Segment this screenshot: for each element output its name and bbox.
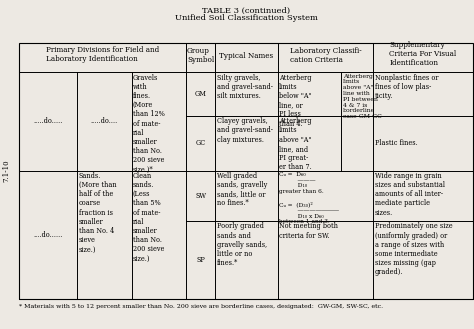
Text: Cᵤ =  D₆₀
          ―――
          D₁₀
greater than 6.

Cᵤ =  (D₃₀)²
          ――: Cᵤ = D₆₀ ――― D₁₀ greater than 6. Cᵤ = (D…	[279, 172, 339, 224]
Text: Laboratory Classifi-
cation Criteria: Laboratory Classifi- cation Criteria	[290, 47, 361, 64]
Text: Unified Soil Classification System: Unified Soil Classification System	[174, 14, 318, 22]
Text: Atterberg
limits
above "A"
line, and
PI great-
er than 7.: Atterberg limits above "A" line, and PI …	[279, 117, 312, 171]
Text: SW: SW	[195, 192, 206, 200]
Text: Atterberg
limits
below "A"
line, or
PI less
than 4.: Atterberg limits below "A" line, or PI l…	[279, 74, 312, 128]
Text: Primary Divisions for Field and
Laboratory Identification: Primary Divisions for Field and Laborato…	[46, 46, 159, 63]
Text: Poorly graded
sands and
gravelly sands,
little or no
fines.*: Poorly graded sands and gravelly sands, …	[217, 222, 267, 267]
Text: Not meeting both
criteria for SW.: Not meeting both criteria for SW.	[279, 222, 338, 240]
Text: * Materials with 5 to 12 percent smaller than No. 200 sieve are borderline cases: * Materials with 5 to 12 percent smaller…	[19, 304, 383, 309]
Text: Nonplastic fines or
fines of low plas-
ticity.: Nonplastic fines or fines of low plas- t…	[375, 74, 438, 100]
Text: Clayey gravels,
and gravel-sand-
clay mixtures.: Clayey gravels, and gravel-sand- clay mi…	[217, 117, 273, 144]
Text: .....do....: .....do....	[91, 117, 118, 125]
Text: TABLE 3 (continued): TABLE 3 (continued)	[202, 7, 290, 14]
Text: Gravels
with
fines.
(More
than 12%
of mate-
rial
smaller
than No.
200 sieve
size: Gravels with fines. (More than 12% of ma…	[133, 74, 165, 174]
Text: Plastic fines.: Plastic fines.	[375, 139, 418, 147]
Text: Clean
sands.
(Less
than 5%
of mate-
rial
smaller
than No.
200 sieve
size.): Clean sands. (Less than 5% of mate- rial…	[133, 172, 164, 263]
Text: Atterberg
limits
above "A"
line with
PI between
4 & 7 is
borderline
case GM-GC: Atterberg limits above "A" line with PI …	[343, 74, 382, 119]
Text: Sands.
(More than
half of the
coarse
fraction is
smaller
than No. 4
sieve
size.): Sands. (More than half of the coarse fra…	[79, 172, 116, 253]
Text: .....do.....: .....do.....	[33, 117, 63, 125]
Text: GM: GM	[195, 90, 207, 98]
Text: GC: GC	[195, 139, 206, 147]
Text: SP: SP	[196, 256, 205, 264]
Text: Supplementary
Criteria For Visual
Identification: Supplementary Criteria For Visual Identi…	[390, 41, 457, 67]
Text: Well graded
sands, gravelly
sands, little or
no fines.*: Well graded sands, gravelly sands, littl…	[217, 172, 267, 208]
Text: Wide range in grain
sizes and substantial
amounts of all inter-
mediate particle: Wide range in grain sizes and substantia…	[375, 172, 445, 217]
Text: Predominately one size
(uniformly graded) or
a range of sizes with
some intermed: Predominately one size (uniformly graded…	[375, 222, 453, 276]
Text: ....do......: ....do......	[33, 231, 63, 239]
Text: Group
Symbol: Group Symbol	[187, 47, 214, 64]
Text: Typical Names: Typical Names	[219, 52, 273, 60]
Text: 7.1-10: 7.1-10	[2, 160, 10, 182]
Text: Silty gravels,
and gravel-sand-
silt mixtures.: Silty gravels, and gravel-sand- silt mix…	[217, 74, 273, 100]
